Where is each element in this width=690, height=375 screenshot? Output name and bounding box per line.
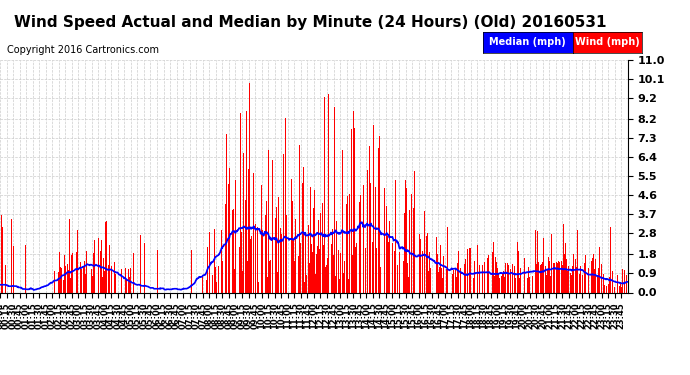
Text: Wind (mph): Wind (mph)	[575, 37, 640, 47]
Text: Copyright 2016 Cartronics.com: Copyright 2016 Cartronics.com	[7, 45, 159, 55]
Text: Median (mph): Median (mph)	[489, 37, 566, 47]
Text: Wind Speed Actual and Median by Minute (24 Hours) (Old) 20160531: Wind Speed Actual and Median by Minute (…	[14, 15, 607, 30]
